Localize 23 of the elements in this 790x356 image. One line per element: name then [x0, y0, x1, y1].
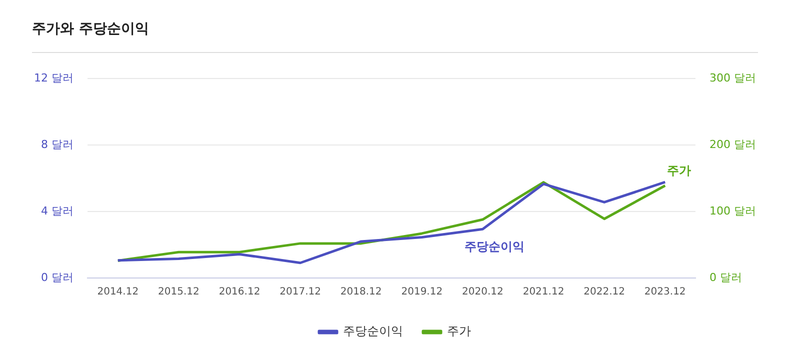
y-tick-label: 8 달러 — [40, 138, 74, 151]
annotation: 주가 — [667, 164, 692, 178]
x-tick-label: 2018.12 — [340, 286, 382, 298]
x-tick-label: 2014.12 — [97, 286, 139, 298]
y-tick-label: 0 달러 — [40, 270, 74, 284]
x-tick-label: 2022.12 — [584, 286, 625, 298]
y2-tick-label: 300 달러 — [710, 71, 756, 84]
x-tick-label: 2023.12 — [644, 286, 686, 298]
y2-tick-label: 0 달러 — [710, 270, 742, 284]
y-tick-label: 12 달러 — [34, 71, 74, 84]
x-tick-label: 2020.12 — [462, 286, 504, 298]
x-tick-label: 2017.12 — [280, 286, 321, 298]
annotation: 주당순이익 — [464, 239, 525, 254]
chart-title: 주가와 주당순이익 — [32, 20, 149, 38]
x-tick-label: 2016.12 — [218, 286, 260, 298]
x-tick-label: 2015.12 — [158, 286, 200, 298]
x-tick-label: 2019.12 — [401, 286, 443, 298]
y-tick-label: 4 달러 — [40, 204, 74, 218]
x-tick-label: 2021.12 — [522, 286, 564, 298]
legend-label: 주당순이익 — [343, 324, 403, 338]
y2-tick-label: 100 달러 — [710, 204, 756, 218]
y2-tick-label: 200 달러 — [710, 138, 756, 151]
legend-label: 주가 — [447, 324, 471, 338]
